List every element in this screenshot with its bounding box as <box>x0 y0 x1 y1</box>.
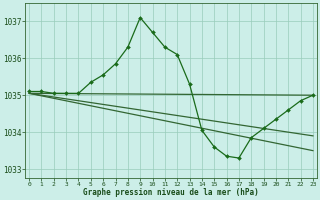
X-axis label: Graphe pression niveau de la mer (hPa): Graphe pression niveau de la mer (hPa) <box>83 188 259 197</box>
